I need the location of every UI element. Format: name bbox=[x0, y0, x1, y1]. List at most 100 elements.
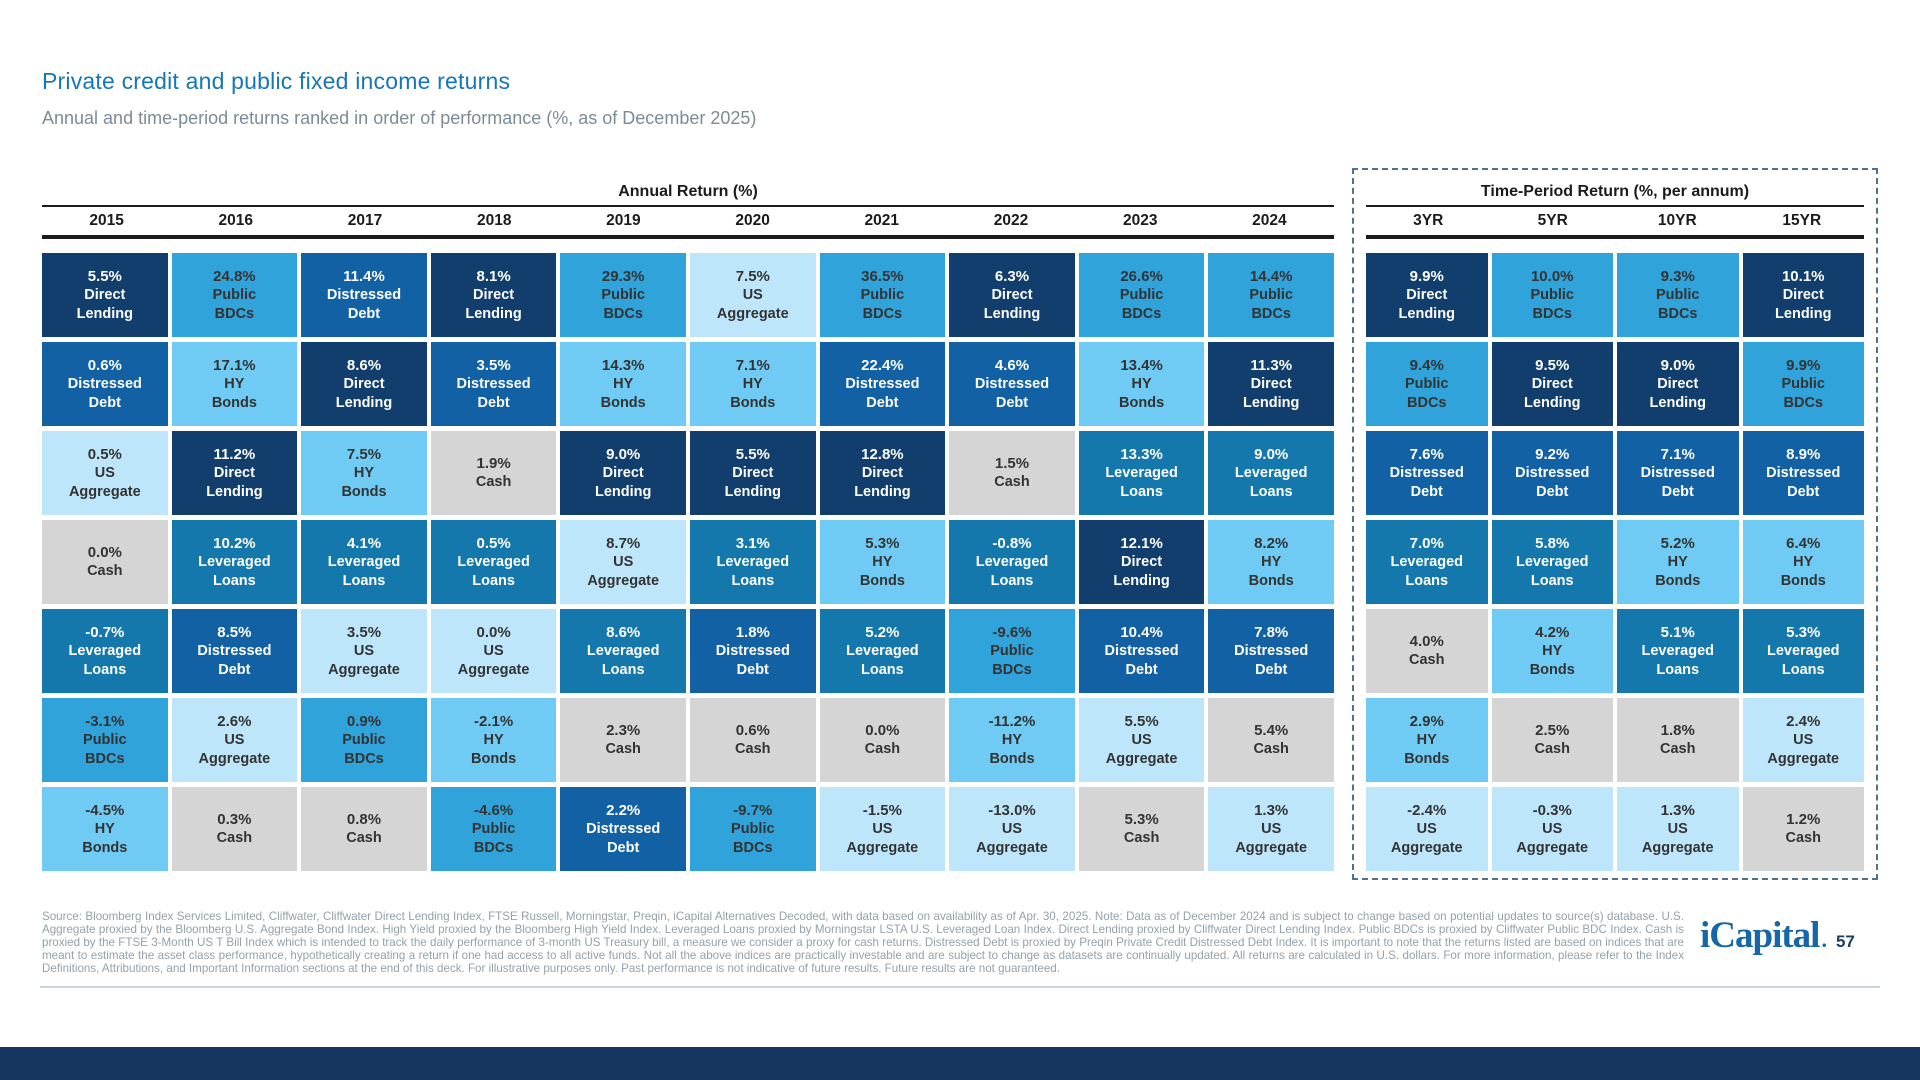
return-cell-distressed-debt: 7.8% Distressed Debt bbox=[1208, 609, 1334, 693]
return-cell-direct-lending: 8.6% Direct Lending bbox=[301, 342, 427, 426]
cell-value: 8.7% bbox=[606, 534, 641, 552]
cell-value: 0.0% bbox=[87, 544, 122, 561]
time-period-column-headers: 3YR 5YR 10YR 15YR bbox=[1366, 207, 1864, 239]
return-cell-direct-lending: 12.1% Direct Lending bbox=[1078, 520, 1205, 604]
cell-asset-label: HY Bonds bbox=[211, 375, 257, 411]
cell-value: 14.3% bbox=[601, 356, 645, 374]
cell-value: 0.9% bbox=[346, 712, 382, 730]
return-cell-direct-lending: 12.8% Direct Lending bbox=[819, 431, 946, 515]
cell-asset-label: HY Bonds bbox=[1529, 642, 1575, 678]
cell-asset-label: Distressed Debt bbox=[1640, 464, 1715, 500]
cell-asset-label: Leveraged Loans bbox=[975, 553, 1049, 589]
return-cell-public-bdcs: 26.6% Public BDCs bbox=[1078, 253, 1205, 337]
icapital-logo: iCapital bbox=[1700, 915, 1820, 956]
cell-asset-label: HY Bonds bbox=[1248, 553, 1294, 589]
return-cell-public-bdcs: 24.8% Public BDCs bbox=[171, 253, 298, 337]
cell-value: 36.5% bbox=[861, 267, 904, 285]
cell-value: 5.4% bbox=[1254, 722, 1289, 739]
cell-asset-label: HY Bonds bbox=[1404, 731, 1450, 767]
cell-value: 26.6% bbox=[1120, 267, 1163, 285]
return-cell-hy-bonds: 5.2% HY Bonds bbox=[1617, 520, 1739, 604]
cell-asset-label: HY Bonds bbox=[730, 375, 776, 411]
return-cell-leveraged-loans: 10.2% Leveraged Loans bbox=[171, 520, 298, 604]
time-period-header: Time-Period Return (%, per annum) bbox=[1366, 178, 1864, 207]
cell-value: 3.5% bbox=[476, 356, 511, 374]
return-cell-distressed-debt: 2.2% Distressed Debt bbox=[560, 787, 686, 871]
cell-asset-label: Leveraged Loans bbox=[1234, 464, 1308, 500]
cell-value: 13.3% bbox=[1120, 445, 1163, 463]
cell-asset-label: Direct Lending bbox=[76, 286, 133, 322]
cell-value: 10.1% bbox=[1781, 267, 1825, 285]
return-cell-direct-lending: 5.5% Direct Lending bbox=[42, 253, 168, 337]
return-cell-leveraged-loans: 5.3% Leveraged Loans bbox=[1742, 609, 1864, 693]
cell-asset-label: Leveraged Loans bbox=[586, 642, 660, 678]
cell-asset-label: Distressed Debt bbox=[197, 642, 272, 678]
cell-asset-label: Distressed Debt bbox=[1234, 642, 1309, 678]
return-cell-public-bdcs: -4.6% Public BDCs bbox=[430, 787, 557, 871]
cell-value: 8.6% bbox=[346, 356, 382, 374]
cell-asset-label: Cash bbox=[1534, 741, 1570, 757]
return-cell-public-bdcs: 9.9% Public BDCs bbox=[1742, 342, 1864, 426]
column-header: 5YR bbox=[1537, 212, 1568, 229]
return-cell-public-bdcs: 9.4% Public BDCs bbox=[1366, 342, 1488, 426]
return-cell-distressed-debt: 10.4% Distressed Debt bbox=[1078, 609, 1205, 693]
return-cell-us-aggregate: 2.4% US Aggregate bbox=[1742, 698, 1864, 782]
column-header: 2024 bbox=[1252, 212, 1287, 229]
return-cell-direct-lending: 11.3% Direct Lending bbox=[1208, 342, 1334, 426]
cell-asset-label: Cash bbox=[1253, 741, 1289, 757]
cell-value: 9.9% bbox=[1409, 267, 1444, 285]
cell-asset-label: Distressed Debt bbox=[456, 375, 531, 411]
cell-value: 5.3% bbox=[1124, 811, 1159, 828]
return-cell-direct-lending: 9.0% Direct Lending bbox=[1617, 342, 1739, 426]
cell-asset-label: HY Bonds bbox=[82, 820, 128, 856]
column-header: 10YR bbox=[1657, 212, 1697, 229]
cell-value: 22.4% bbox=[861, 356, 904, 374]
cell-value: 5.1% bbox=[1660, 623, 1695, 641]
cell-asset-label: Direct Lending bbox=[594, 464, 652, 500]
cell-asset-label: Distressed Debt bbox=[326, 286, 402, 322]
cell-asset-label: Direct Lending bbox=[854, 464, 911, 500]
cell-asset-label: Public BDCs bbox=[212, 286, 257, 322]
cell-asset-label: US Aggregate bbox=[716, 286, 789, 322]
cell-asset-label: US Aggregate bbox=[1767, 731, 1840, 767]
cell-asset-label: HY Bonds bbox=[859, 553, 905, 589]
cell-value: 8.9% bbox=[1786, 445, 1821, 463]
cell-asset-label: Cash bbox=[87, 563, 123, 579]
cell-asset-label: US Aggregate bbox=[846, 820, 919, 856]
annual-return-grid: 5.5% Direct Lending 24.8% Public BDCs 11.4% D… bbox=[42, 253, 1334, 871]
cell-asset-label: Cash bbox=[605, 741, 641, 757]
return-cell-public-bdcs: 9.3% Public BDCs bbox=[1617, 253, 1739, 337]
column-header: 3YR bbox=[1413, 212, 1444, 229]
cell-asset-label: US Aggregate bbox=[976, 820, 1048, 856]
column-header: 2016 bbox=[218, 212, 254, 229]
cell-asset-label: US Aggregate bbox=[1105, 731, 1178, 767]
cell-asset-label: US Aggregate bbox=[68, 464, 141, 500]
cell-asset-label: Direct Lending bbox=[724, 464, 781, 500]
cell-asset-label: Leveraged Loans bbox=[327, 553, 401, 589]
cell-asset-label: US Aggregate bbox=[457, 642, 530, 678]
cell-asset-label: Cash bbox=[864, 741, 901, 757]
cell-value: 5.3% bbox=[1786, 623, 1821, 641]
cell-asset-label: Public BDCs bbox=[1781, 375, 1825, 411]
column-header: 2015 bbox=[89, 212, 124, 229]
return-cell-us-aggregate: 8.7% US Aggregate bbox=[560, 520, 686, 604]
cell-asset-label: Distressed Debt bbox=[1104, 642, 1179, 678]
return-cell-distressed-debt: 7.6% Distressed Debt bbox=[1366, 431, 1488, 515]
cell-value: 9.9% bbox=[1786, 356, 1821, 374]
cell-value: -4.5% bbox=[85, 801, 125, 819]
cell-asset-label: Distressed Debt bbox=[715, 642, 790, 678]
return-cell-leveraged-loans: 0.5% Leveraged Loans bbox=[430, 520, 557, 604]
cell-value: -0.8% bbox=[992, 534, 1032, 552]
cell-value: 9.0% bbox=[1254, 445, 1289, 463]
cell-asset-label: Direct Lending bbox=[1775, 286, 1832, 322]
cell-asset-label: Direct Lending bbox=[1113, 553, 1170, 589]
column-header: 15YR bbox=[1782, 212, 1822, 229]
cell-asset-label: Cash bbox=[1785, 830, 1821, 846]
cell-value: 3.5% bbox=[346, 623, 382, 641]
cell-value: -13.0% bbox=[988, 801, 1036, 819]
cell-asset-label: Leveraged Loans bbox=[457, 553, 530, 589]
cell-value: 7.8% bbox=[1254, 623, 1289, 641]
cell-value: 1.3% bbox=[1660, 801, 1695, 819]
cell-asset-label: HY Bonds bbox=[1655, 553, 1701, 589]
